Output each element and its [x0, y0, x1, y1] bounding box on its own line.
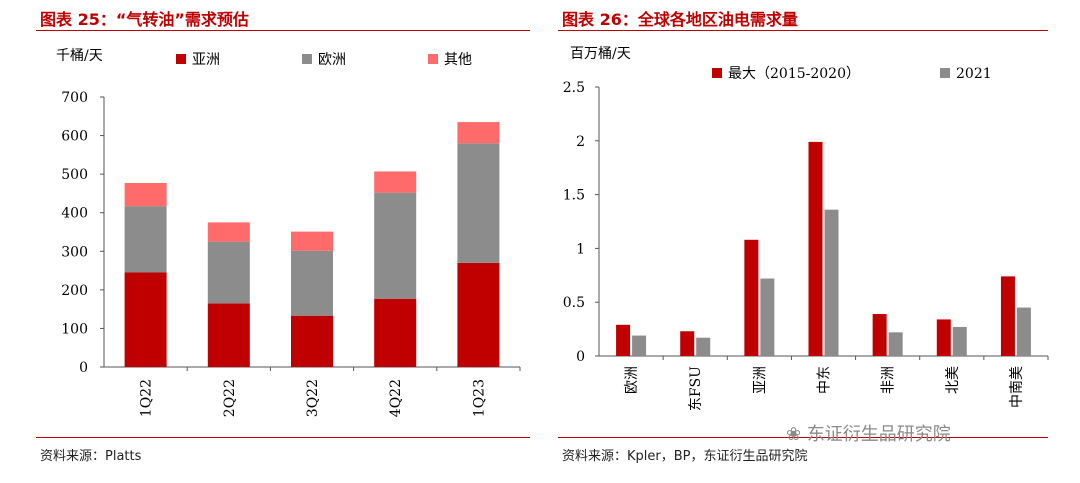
bar-2	[824, 209, 839, 356]
bar-1	[1000, 276, 1015, 356]
x-tick-label: 亚洲	[752, 366, 768, 394]
y-tick-label: 500	[61, 167, 88, 183]
x-tick-label: 4Q22	[388, 379, 404, 417]
left-source-note: 资料来源：Platts	[40, 449, 142, 464]
bar-segment-2	[124, 206, 167, 273]
x-tick-label: 欧洲	[624, 366, 640, 394]
bar-1	[744, 239, 759, 356]
legend-label: 其他	[444, 52, 472, 68]
y-tick-label: 100	[61, 321, 88, 337]
left-title-rule	[36, 30, 530, 31]
bar-segment-3	[291, 231, 333, 251]
x-tick-label: 1Q23	[471, 379, 487, 417]
y-tick-label: 1	[576, 241, 585, 257]
y-tick-label: 600	[61, 129, 88, 145]
bar-1	[936, 319, 951, 356]
bar-2	[952, 326, 967, 356]
watermark-text: 东证衍生品研究院	[806, 424, 951, 445]
y-tick-label: 2.5	[563, 80, 585, 96]
y-tick-label: 300	[61, 244, 88, 260]
bar-segment-1	[291, 315, 333, 367]
right-grouped-bar-chart: 百万桶/天 0 0.5 1 1.5 2 2.5 欧洲 东FSU 亚洲 中东 非洲 北美 中南美 最大（201…	[563, 46, 1049, 411]
bar-segment-1	[374, 298, 417, 367]
x-tick-label: 2Q22	[222, 379, 238, 417]
bar-segment-3	[207, 222, 250, 242]
left-figure-title: 图表 25：“气转油”需求预估	[40, 10, 249, 29]
bar-2	[1016, 307, 1031, 356]
legend-label: 最大（2015-2020）	[728, 66, 860, 82]
bar-segment-1	[124, 272, 167, 367]
bar-1	[680, 331, 695, 356]
legend-swatch	[302, 54, 312, 64]
right-figure-title: 图表 26：全球各地区油电需求量	[562, 10, 798, 29]
y-tick-label: 0	[79, 360, 88, 376]
bar-2	[888, 332, 903, 356]
bar-segment-3	[374, 171, 417, 193]
left-figure-panel: 图表 25：“气转油”需求预估 千桶/天 0 100 200 300 400 500 600 7…	[0, 0, 530, 483]
y-tick-label: 200	[61, 283, 88, 299]
bar-segment-2	[374, 192, 417, 299]
bar-2	[696, 337, 711, 356]
bar-1	[872, 314, 887, 356]
legend-swatch	[176, 54, 186, 64]
x-tick-label: 中东	[817, 366, 833, 394]
bar-segment-1	[457, 262, 500, 367]
legend-label: 欧洲	[318, 52, 346, 68]
legend-label: 2021	[956, 66, 992, 82]
y-tick-label: 1.5	[563, 188, 585, 204]
wechat-icon: ❀	[786, 424, 807, 445]
bar-segment-2	[207, 241, 250, 304]
bar-2	[632, 335, 647, 356]
x-tick-label: 非洲	[881, 366, 897, 394]
x-tick-label: 北美	[945, 366, 961, 394]
legend-swatch	[712, 68, 722, 78]
right-figure-panel: 图表 26：全球各地区油电需求量 百万桶/天 0 0.5 1 1.5 2 2.5 欧洲 东FSU…	[556, 0, 1080, 483]
y-axis-unit-label: 百万桶/天	[570, 46, 631, 62]
y-tick-label: 2	[576, 134, 585, 150]
y-tick-label: 0	[576, 349, 585, 365]
y-tick-label: 400	[61, 206, 88, 222]
right-source-rule	[558, 437, 1048, 438]
bar-segment-2	[457, 143, 500, 263]
x-tick-label: 1Q22	[139, 379, 155, 417]
bar-2	[760, 278, 775, 356]
x-tick-label: 中南美	[1009, 366, 1025, 408]
x-tick-label: 3Q22	[305, 379, 321, 417]
right-title-rule	[558, 30, 1048, 31]
legend-swatch	[940, 68, 950, 78]
bar-segment-3	[124, 183, 167, 207]
bar-1	[616, 324, 631, 356]
bar-segment-2	[291, 250, 333, 316]
y-tick-label: 0.5	[563, 295, 585, 311]
right-source-note: 资料来源：Kpler，BP，东证衍生品研究院	[562, 449, 808, 464]
bar-segment-1	[207, 303, 250, 367]
legend-swatch	[428, 54, 438, 64]
bar-segment-3	[457, 122, 500, 144]
left-stacked-bar-chart: 千桶/天 0 100 200 300 400 500 600 700 1Q22 2Q22 3Q22 4Q…	[56, 48, 521, 417]
left-source-rule	[36, 437, 530, 438]
y-tick-label: 700	[61, 90, 88, 106]
bar-1	[808, 141, 823, 356]
legend-label: 亚洲	[192, 52, 220, 68]
x-tick-label: 东FSU	[688, 366, 704, 411]
y-axis-unit-label: 千桶/天	[56, 48, 103, 64]
watermark: ❀ 东证衍生品研究院	[786, 420, 951, 446]
